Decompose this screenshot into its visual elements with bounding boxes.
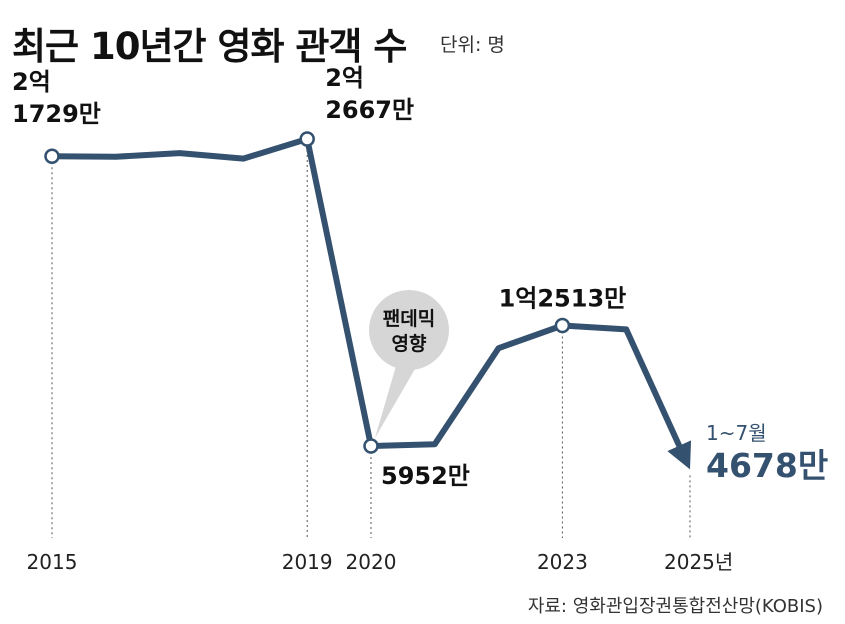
- data-label-2019: 2667만: [325, 96, 414, 124]
- x-axis-ticks: 2015 2019 2020 2023 2025년: [27, 550, 734, 574]
- series-arrow-shaft: [623, 326, 684, 452]
- x-tick-label-2019: 2019: [282, 550, 333, 574]
- callout-bubble: [369, 290, 449, 370]
- point-marker-2023: [554, 317, 571, 334]
- x-tick-label-2015: 2015: [27, 550, 78, 574]
- chart-title: 최근 10년간 영화 관객 수: [12, 25, 407, 68]
- unit-label: 단위: 명: [440, 34, 505, 56]
- series-arrow-head: [667, 440, 692, 470]
- data-label-2019: 2억: [325, 64, 364, 92]
- data-label-2015: 1729만: [12, 100, 101, 128]
- point-marker-2020: [363, 438, 379, 454]
- data-label-2015: 2억: [12, 68, 51, 96]
- series-line: [49, 136, 630, 449]
- source-note: 자료: 영화관입장권통합전산망(KOBIS): [527, 596, 823, 617]
- x-tick-label-2023: 2023: [537, 550, 588, 574]
- last-point-value: 4678만: [706, 446, 828, 485]
- data-markers: [44, 131, 571, 454]
- point-marker-2015: [44, 148, 60, 164]
- guide-lines: [51, 145, 691, 538]
- x-tick-label-2020: 2020: [346, 550, 397, 574]
- data-label-2020: 5952만: [381, 462, 470, 490]
- callout-text: 팬데믹: [383, 308, 435, 330]
- x-tick-label-2025: 2025년: [664, 550, 733, 574]
- data-label-2023: 1억2513만: [499, 284, 627, 312]
- data-line: [49, 136, 692, 470]
- point-marker-2019: [299, 131, 315, 147]
- callout-pointer: [375, 366, 415, 438]
- last-point-period: 1~7월: [706, 421, 767, 445]
- callout-text: 영향: [392, 333, 427, 355]
